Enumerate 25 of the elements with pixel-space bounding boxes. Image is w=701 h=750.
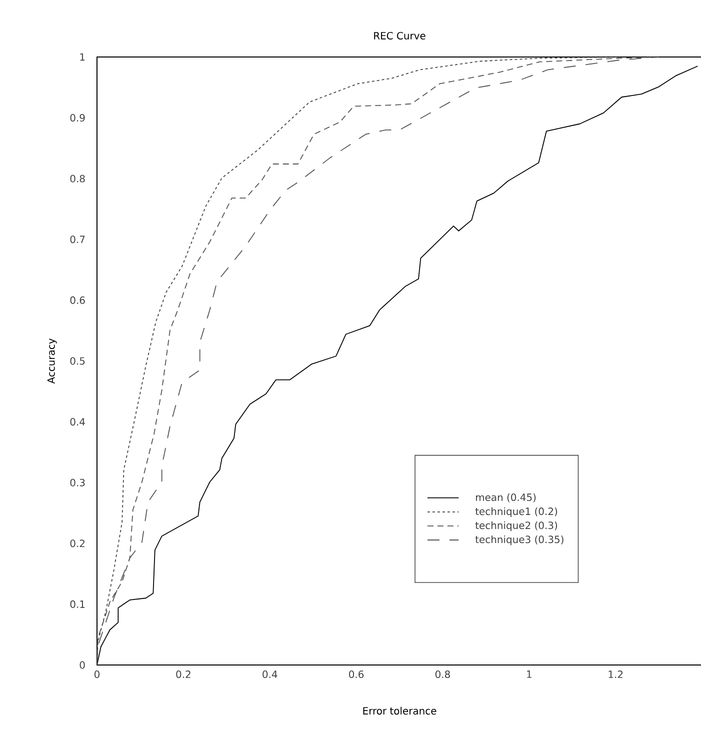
x-tick-label: 0.4 <box>262 670 278 678</box>
x-tick-label: 0 <box>94 670 100 678</box>
y-tick-label: 0.4 <box>70 418 85 426</box>
y-tick-label: 0.5 <box>70 357 85 365</box>
x-tick-label: 0.2 <box>176 670 190 678</box>
y-tick-label: 0.8 <box>70 174 85 182</box>
x-axis-title: Error tolerance <box>363 706 436 715</box>
y-tick-label: 0 <box>80 661 85 669</box>
legend-label: technique2 (0.3) <box>475 521 558 532</box>
y-tick-label: 1 <box>80 53 85 61</box>
legend-label: technique3 (0.35) <box>475 535 564 546</box>
x-tick-label: 1 <box>527 670 532 678</box>
y-tick-label: 0.3 <box>70 478 85 486</box>
y-axis-title: Accuracy <box>47 338 57 384</box>
y-tick-label: 0.7 <box>70 236 85 244</box>
x-tick-label: 0.6 <box>349 670 364 678</box>
y-tick-label: 0.6 <box>70 296 85 304</box>
y-tick-label: 0.2 <box>70 540 84 548</box>
legend-label: mean (0.45) <box>476 493 536 502</box>
x-tick-label: 1.2 <box>608 670 623 678</box>
x-tick-label: 0.8 <box>435 670 450 678</box>
y-tick-label: 0.9 <box>70 114 85 122</box>
chart-title: REC Curve <box>374 32 426 40</box>
legend-label: technique1 (0.2) <box>475 507 558 518</box>
y-tick-label: 0.1 <box>70 600 85 608</box>
